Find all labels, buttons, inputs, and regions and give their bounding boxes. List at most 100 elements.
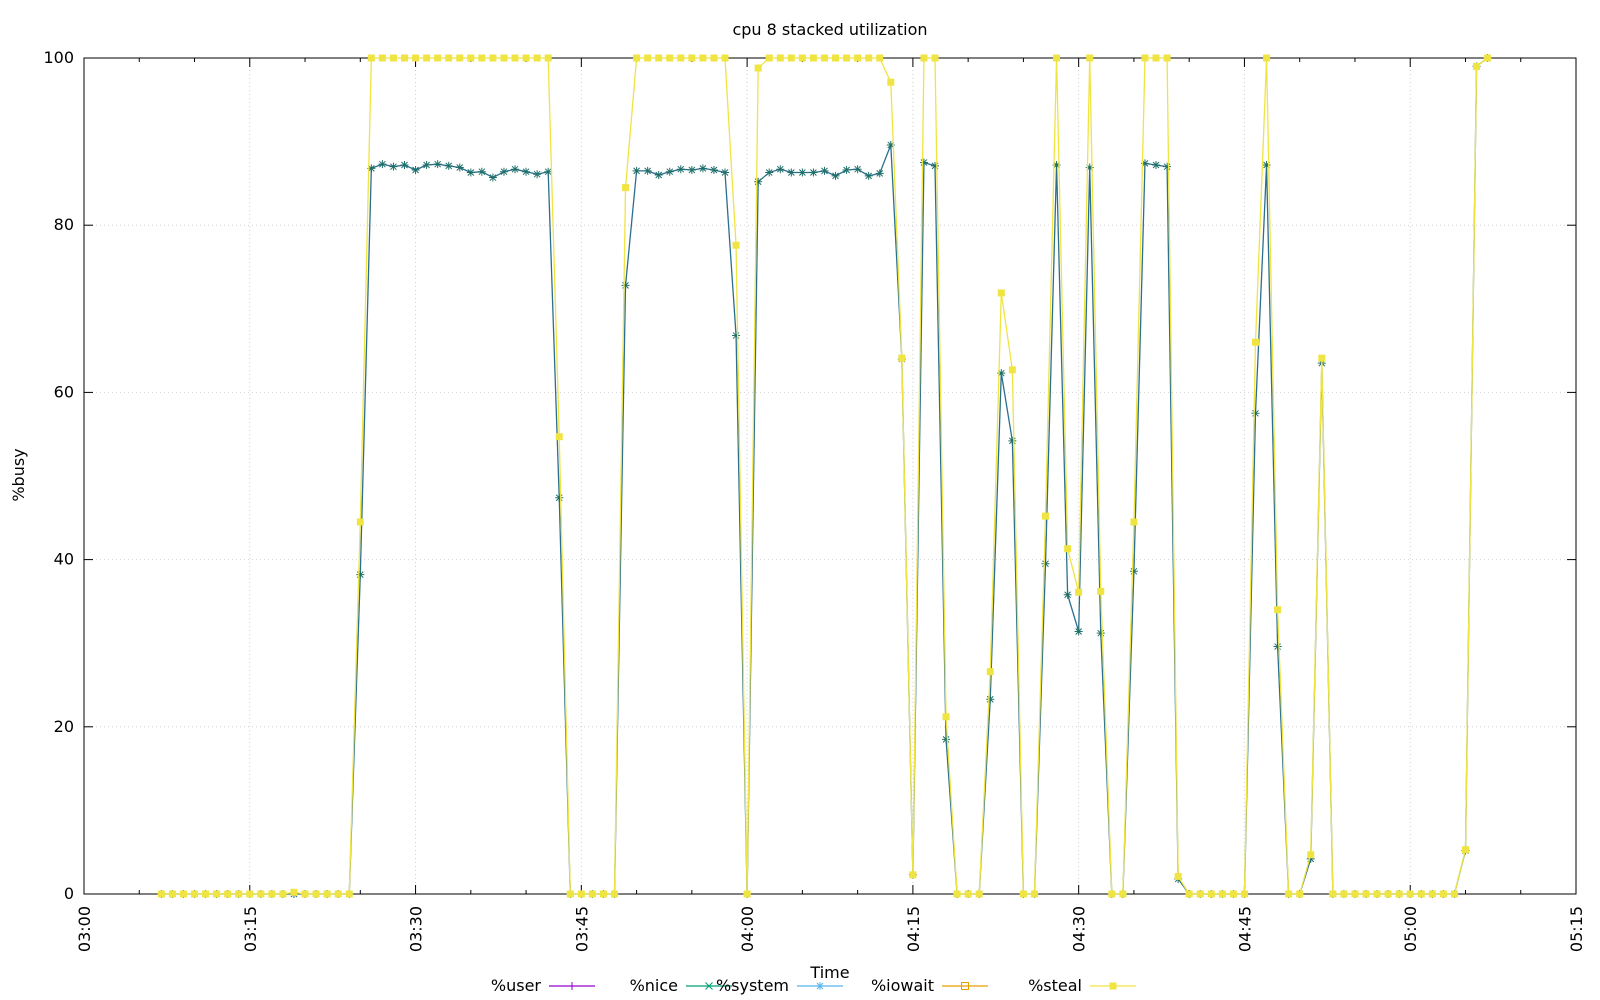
y-tick-label: 0 [64, 884, 74, 903]
data-point [1108, 890, 1116, 898]
data-point [378, 160, 387, 169]
x-tick-label: 04:30 [1070, 906, 1089, 952]
y-tick-label: 80 [54, 215, 74, 234]
data-point [202, 890, 210, 898]
data-point [367, 54, 375, 62]
data-point [832, 54, 840, 62]
data-point [522, 167, 531, 176]
data-point [1085, 163, 1094, 172]
series-steal [157, 54, 1492, 898]
data-point [1075, 588, 1083, 596]
data-point [732, 241, 740, 249]
data-point [1274, 606, 1282, 614]
y-axis-label: %busy [9, 448, 28, 501]
data-point [412, 54, 420, 62]
data-point [1373, 890, 1381, 898]
data-point [1218, 890, 1226, 898]
data-point [423, 54, 431, 62]
data-point [588, 890, 596, 898]
legend-label: %steal [1028, 976, 1082, 995]
data-point [1152, 161, 1161, 170]
data-point [1174, 872, 1182, 880]
data-point [632, 166, 641, 175]
data-point [644, 54, 652, 62]
data-point [1086, 54, 1094, 62]
data-point [1473, 62, 1481, 70]
data-point [887, 78, 895, 86]
data-point [765, 168, 774, 177]
data-point [1263, 54, 1271, 62]
data-point [710, 54, 718, 62]
data-point [1318, 354, 1326, 362]
data-point [433, 160, 442, 169]
data-point [478, 54, 486, 62]
data-point [942, 735, 951, 744]
data-point [257, 890, 265, 898]
data-point [389, 162, 398, 171]
data-point [633, 54, 641, 62]
data-point [434, 54, 442, 62]
data-point [1307, 851, 1315, 859]
data-point [986, 695, 995, 704]
data-point [499, 167, 508, 176]
data-point [1196, 890, 1204, 898]
data-point [986, 668, 994, 676]
data-point [334, 890, 342, 898]
legend-swatch-marker [568, 982, 576, 990]
legend-label: %nice [630, 976, 678, 995]
legend-swatch-marker [705, 982, 713, 990]
data-point [312, 890, 320, 898]
data-point [798, 54, 806, 62]
data-point [1395, 890, 1403, 898]
data-point [1329, 890, 1337, 898]
data-point [1140, 159, 1149, 168]
data-point [643, 166, 652, 175]
data-point [831, 171, 840, 180]
data-point [1163, 54, 1171, 62]
data-point [400, 161, 409, 170]
data-point [511, 54, 519, 62]
data-point [544, 167, 553, 176]
data-point [456, 54, 464, 62]
data-point [511, 165, 520, 174]
data-point [876, 54, 884, 62]
legend-swatch-marker [816, 982, 824, 990]
data-point [721, 54, 729, 62]
data-point [533, 54, 541, 62]
data-point [401, 54, 409, 62]
data-point [378, 54, 386, 62]
legend: %user %nice %system %iowait %steal [491, 976, 1136, 995]
data-point [1097, 587, 1105, 595]
data-point [268, 890, 276, 898]
data-point [843, 54, 851, 62]
data-point [1273, 642, 1282, 651]
data-point [820, 54, 828, 62]
data-point [301, 890, 309, 898]
data-point [1063, 590, 1072, 599]
data-point [809, 54, 817, 62]
data-point [666, 54, 674, 62]
data-point [776, 54, 784, 62]
data-point [1251, 338, 1259, 346]
data-point [865, 54, 873, 62]
axis-ticks: 0 20 40 60 80 100 03:00 03:15 03:30 03:45 04:00 04:… [43, 48, 1586, 952]
data-point [1030, 890, 1038, 898]
data-point [345, 890, 353, 898]
data-point [1461, 846, 1469, 854]
data-point [1074, 627, 1083, 636]
data-point [677, 54, 685, 62]
data-point [1008, 366, 1016, 374]
data-point [1207, 890, 1215, 898]
data-point [235, 890, 243, 898]
data-point [886, 140, 895, 149]
data-point [1064, 545, 1072, 553]
data-point [765, 54, 773, 62]
data-point [1406, 890, 1414, 898]
data-point [942, 713, 950, 721]
data-point [1119, 890, 1127, 898]
data-point [1384, 890, 1392, 898]
data-point [820, 166, 829, 175]
data-point [842, 166, 851, 175]
x-tick-label: 04:45 [1235, 906, 1254, 952]
